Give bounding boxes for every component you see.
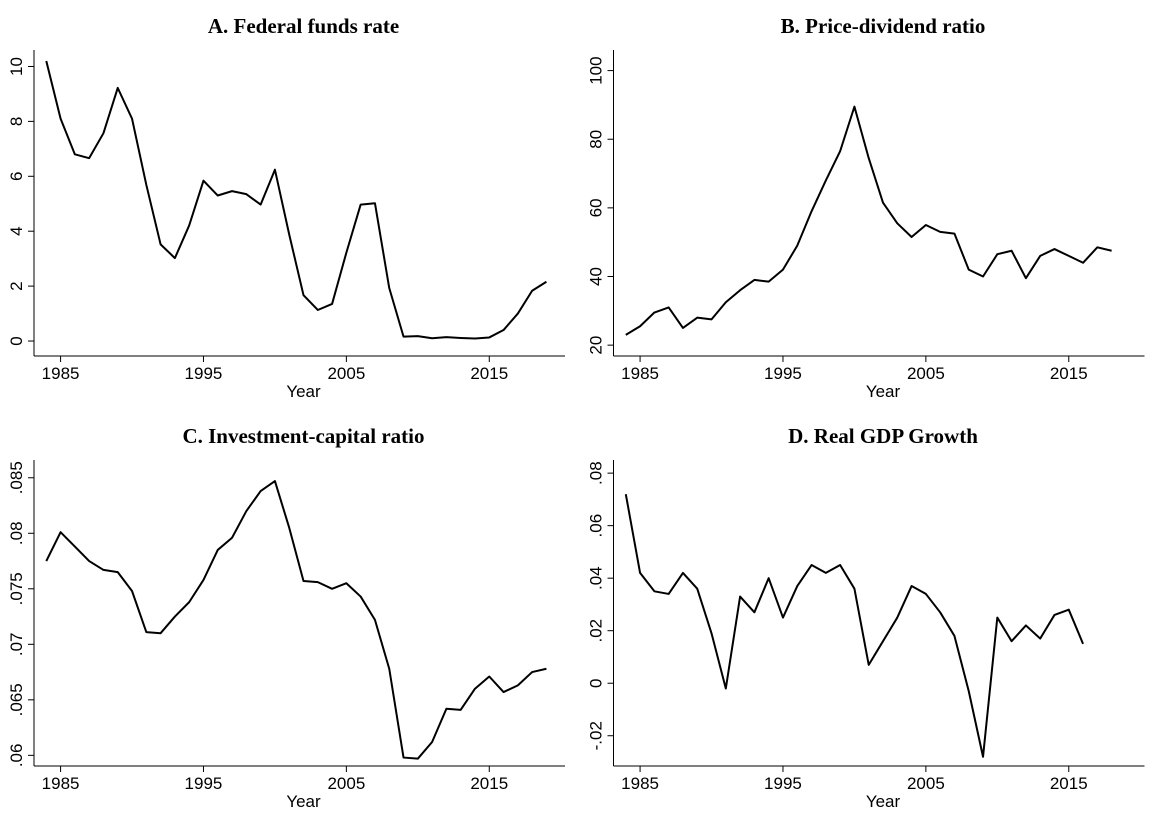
x-axis-label: Year: [866, 792, 901, 811]
x-tick-label: 2015: [470, 364, 508, 383]
x-tick-label: 2005: [907, 364, 945, 383]
y-tick-label: .08: [587, 461, 606, 485]
y-tick-label: 10: [7, 57, 26, 76]
x-tick-label: 2015: [1050, 364, 1088, 383]
y-tick-label: .07: [7, 632, 26, 656]
panel: A. Federal funds rate 1985 1995 2005 2015 Yea…: [7, 14, 565, 401]
x-tick-label: 2005: [327, 364, 365, 383]
chart-title: B. Price-dividend ratio: [781, 14, 986, 38]
y-tick-label: -.02: [587, 721, 606, 750]
x-tick-label: 1995: [185, 364, 223, 383]
chart-title: D. Real GDP Growth: [788, 424, 978, 448]
chart-title: A. Federal funds rate: [208, 14, 399, 38]
y-tick-label: 0: [7, 336, 26, 345]
y-tick-label: .02: [587, 619, 606, 643]
y-tick-label: 20: [587, 336, 606, 355]
y-tick-label: 4: [7, 226, 26, 235]
x-tick-label: 1985: [42, 774, 80, 793]
y-tick-label: 6: [7, 172, 26, 181]
y-tick-label: .06: [587, 514, 606, 538]
x-tick-label: 1985: [42, 364, 80, 383]
x-tick-label: 2015: [470, 774, 508, 793]
x-axis-label: Year: [866, 382, 901, 401]
y-tick-label: 0: [587, 678, 606, 687]
panel: C. Investment-capital ratio 1985 1995 2005 2…: [7, 424, 565, 811]
x-axis-label: Year: [286, 792, 321, 811]
x-tick-label: 2005: [327, 774, 365, 793]
y-tick-label: .08: [7, 521, 26, 545]
x-tick-label: 2005: [907, 774, 945, 793]
line: [624, 493, 1084, 758]
x-tick-label: 1995: [185, 774, 223, 793]
x-tick-label: 1985: [621, 364, 659, 383]
line: [45, 60, 547, 340]
y-tick-label: .04: [587, 566, 606, 590]
y-tick-label: 8: [7, 117, 26, 126]
panel: B. Price-dividend ratio 1985 1995 2005 2015 Y…: [587, 14, 1145, 401]
line: [625, 105, 1112, 336]
y-tick-label: 60: [587, 198, 606, 217]
y-tick-label: .075: [7, 572, 26, 605]
y-tick-label: 2: [7, 281, 26, 290]
line: [45, 480, 547, 760]
chart-title: C. Investment-capital ratio: [182, 424, 424, 448]
x-axis-label: Year: [286, 382, 321, 401]
y-tick-label: 100: [587, 56, 606, 84]
x-tick-label: 1985: [621, 774, 659, 793]
y-tick-label: .085: [7, 461, 26, 494]
y-tick-label: .065: [7, 683, 26, 716]
y-tick-label: 80: [587, 130, 606, 149]
x-tick-label: 1995: [764, 774, 802, 793]
y-tick-label: .06: [7, 744, 26, 768]
panel: D. Real GDP Growth 1985 1995 2005 2015 Year -.…: [587, 424, 1145, 811]
x-tick-label: 2015: [1050, 774, 1088, 793]
x-tick-label: 1995: [764, 364, 802, 383]
y-tick-label: 40: [587, 267, 606, 286]
